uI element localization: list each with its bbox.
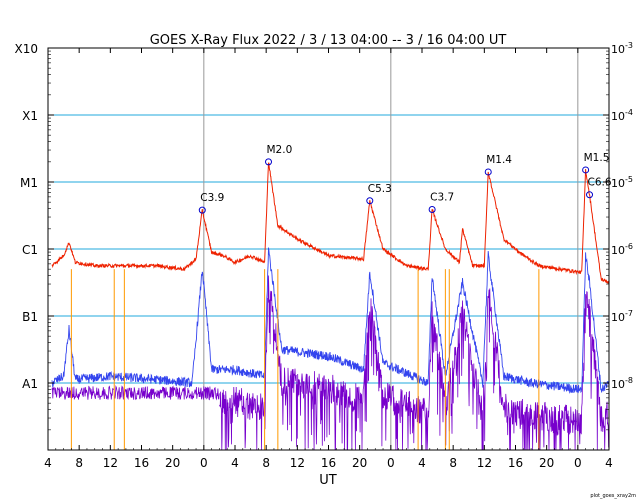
grid-lines — [48, 114, 609, 384]
x-tick-label-4: 20 — [165, 456, 180, 470]
y-label-M1: M1 — [20, 176, 38, 190]
x-tick-label-9: 16 — [321, 456, 336, 470]
axis-ticks — [47, 47, 610, 450]
y-right-label--5: 10-5 — [611, 175, 633, 190]
flare-label-C6.6: C6.6 — [588, 177, 612, 189]
long-channel-line — [51, 162, 610, 285]
y-right-label--6: 10-6 — [611, 242, 633, 257]
x-tick-label-17: 0 — [574, 456, 582, 470]
y-right-label--7: 10-7 — [611, 309, 633, 324]
x-tick-label-3: 16 — [134, 456, 149, 470]
y-right-label--3: 10-3 — [611, 41, 633, 56]
x-axis-label: UT — [319, 473, 337, 488]
day-boundary-lines — [203, 48, 579, 450]
flare-marker-M1.4 — [484, 168, 492, 176]
flare-marker-C3.7 — [428, 205, 436, 213]
left-y-axis-labels: X10 X1 M1 C1 B1 A1 — [15, 42, 39, 391]
right-y-axis-labels: 10-3 10-4 10-5 10-6 10-7 10-8 — [611, 41, 633, 391]
y-label-A1: A1 — [22, 377, 38, 391]
flare-label-M2.0: M2.0 — [267, 144, 293, 156]
flare-marker-M2.0 — [265, 158, 273, 166]
x-tick-label-13: 8 — [449, 456, 457, 470]
flare-label-M1.4: M1.4 — [486, 154, 512, 166]
y-label-C1: C1 — [22, 243, 38, 257]
x-tick-label-15: 16 — [508, 456, 523, 470]
flare-marker-C6.6 — [586, 191, 594, 199]
flare-label-C5.3: C5.3 — [368, 183, 392, 195]
flare-marker-C5.3 — [366, 197, 374, 205]
short-channel-line — [51, 247, 610, 394]
y-right-label--4: 10-4 — [611, 108, 633, 123]
y-label-X10: X10 — [15, 42, 39, 56]
short-channel-low-noise — [219, 275, 610, 451]
flare-marker-M1.5 — [582, 166, 590, 174]
x-tick-label-18: 4 — [605, 456, 613, 470]
x-tick-label-10: 20 — [352, 456, 367, 470]
y-label-B1: B1 — [22, 310, 38, 324]
x-tick-label-5: 0 — [200, 456, 208, 470]
footer-label: plot_goes_xray2m — [590, 493, 636, 499]
flare-annotations: C3.9 M2.0 C5.3 C3.7 M1.4 M1.5 C6.6 — [198, 144, 612, 214]
flare-marker-C3.9 — [198, 206, 206, 214]
chart-title: GOES X-Ray Flux 2022 / 3 / 13 04:00 -- 3… — [150, 33, 507, 48]
short-channel-low-early — [51, 384, 220, 401]
x-tick-label-2: 12 — [103, 456, 118, 470]
flux-series — [51, 162, 610, 451]
x-tick-label-8: 12 — [290, 456, 305, 470]
x-tick-label-6: 4 — [231, 456, 239, 470]
flare-label-C3.9: C3.9 — [200, 192, 224, 204]
x-tick-label-7: 8 — [262, 456, 270, 470]
y-right-label--8: 10-8 — [611, 376, 633, 391]
flare-label-M1.5: M1.5 — [584, 152, 610, 164]
flare-label-C3.7: C3.7 — [430, 191, 454, 203]
x-axis-tick-labels: 4 8 12 16 20 0 4 8 12 16 20 0 4 8 12 16 20 0 4 — [44, 456, 613, 470]
x-tick-label-0: 4 — [44, 456, 52, 470]
x-tick-label-11: 0 — [387, 456, 395, 470]
x-tick-label-14: 12 — [477, 456, 492, 470]
x-tick-label-1: 8 — [75, 456, 83, 470]
x-tick-label-12: 4 — [418, 456, 426, 470]
x-tick-label-16: 20 — [539, 456, 554, 470]
y-label-X1: X1 — [22, 109, 38, 123]
